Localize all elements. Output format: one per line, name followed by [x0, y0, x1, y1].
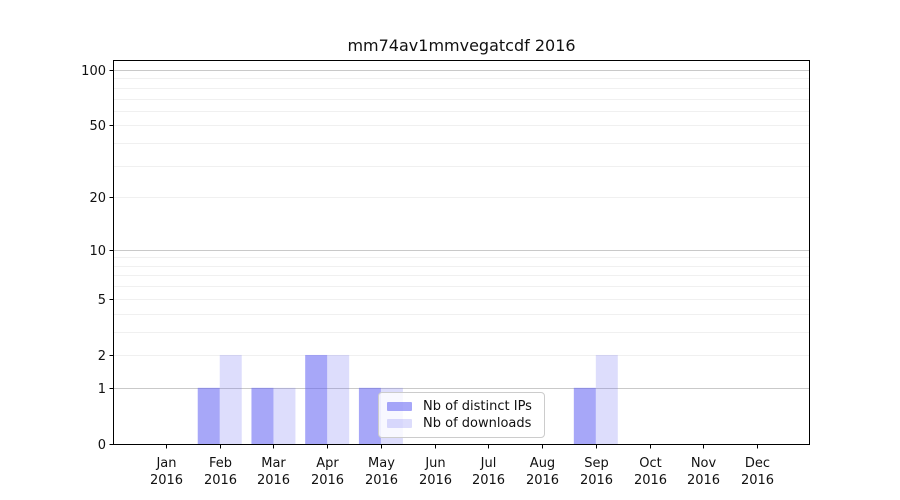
x-tick-label-month-nov: Nov — [691, 456, 717, 471]
x-tick-label-month-oct: Oct — [639, 456, 661, 471]
bar-downloads-feb — [219, 354, 242, 444]
bar-distinct-ips-feb — [197, 387, 220, 444]
bar-distinct-ips-mar — [251, 387, 274, 444]
x-tick-label-year-jan: 2016 — [150, 473, 183, 488]
legend-swatch-distinct-ips — [387, 402, 412, 411]
x-tick-label-year-feb: 2016 — [204, 473, 237, 488]
bar-distinct-ips-may — [358, 387, 381, 444]
legend-label-distinct-ips: Nb of distinct IPs — [423, 399, 532, 414]
x-tick-label-month-aug: Aug — [530, 456, 555, 471]
x-tick-label-year-aug: 2016 — [526, 473, 559, 488]
x-tick-label-month-jan: Jan — [155, 456, 176, 471]
x-tick-label-year-jul: 2016 — [472, 473, 505, 488]
y-tick-label-10: 10 — [89, 244, 106, 259]
x-tick-label-month-apr: Apr — [316, 456, 339, 471]
y-tick-label-2: 2 — [98, 349, 106, 364]
y-tick-label-50: 50 — [89, 119, 106, 134]
bar-downloads-sep — [595, 354, 618, 444]
legend: Nb of distinct IPs Nb of downloads — [378, 392, 545, 438]
bar-downloads-mar — [273, 387, 296, 444]
legend-swatch-downloads — [387, 419, 412, 428]
y-tick-label-5: 5 — [98, 293, 106, 308]
legend-item-downloads: Nb of downloads — [387, 415, 536, 432]
x-tick-label-year-apr: 2016 — [311, 473, 344, 488]
x-tick-label-month-sep: Sep — [584, 456, 609, 471]
x-tick-label-year-mar: 2016 — [257, 473, 290, 488]
x-tick-label-year-nov: 2016 — [687, 473, 720, 488]
y-tick-label-20: 20 — [89, 191, 106, 206]
legend-label-downloads: Nb of downloads — [423, 416, 532, 431]
y-tick-label-0: 0 — [98, 438, 106, 453]
x-tick-label-month-may: May — [368, 456, 395, 471]
x-tick-label-year-sep: 2016 — [580, 473, 613, 488]
x-tick-label-month-mar: Mar — [261, 456, 286, 471]
legend-item-distinct-ips: Nb of distinct IPs — [387, 398, 536, 415]
y-tick-label-100: 100 — [81, 64, 106, 79]
bar-downloads-apr — [327, 354, 350, 444]
x-tick-label-year-oct: 2016 — [634, 473, 667, 488]
bar-distinct-ips-apr — [305, 354, 328, 444]
plot-border — [113, 60, 810, 445]
x-tick-label-year-jun: 2016 — [419, 473, 452, 488]
x-tick-label-month-jun: Jun — [424, 456, 445, 471]
bar-distinct-ips-sep — [573, 387, 596, 444]
x-tick-label-month-jul: Jul — [480, 456, 497, 471]
x-tick-label-year-dec: 2016 — [741, 473, 774, 488]
x-tick-label-year-may: 2016 — [365, 473, 398, 488]
chart-title: mm74av1mmvegatcdf 2016 — [347, 36, 576, 55]
x-tick-label-month-dec: Dec — [745, 456, 770, 471]
x-tick-label-month-feb: Feb — [209, 456, 232, 471]
y-tick-label-1: 1 — [98, 382, 106, 397]
